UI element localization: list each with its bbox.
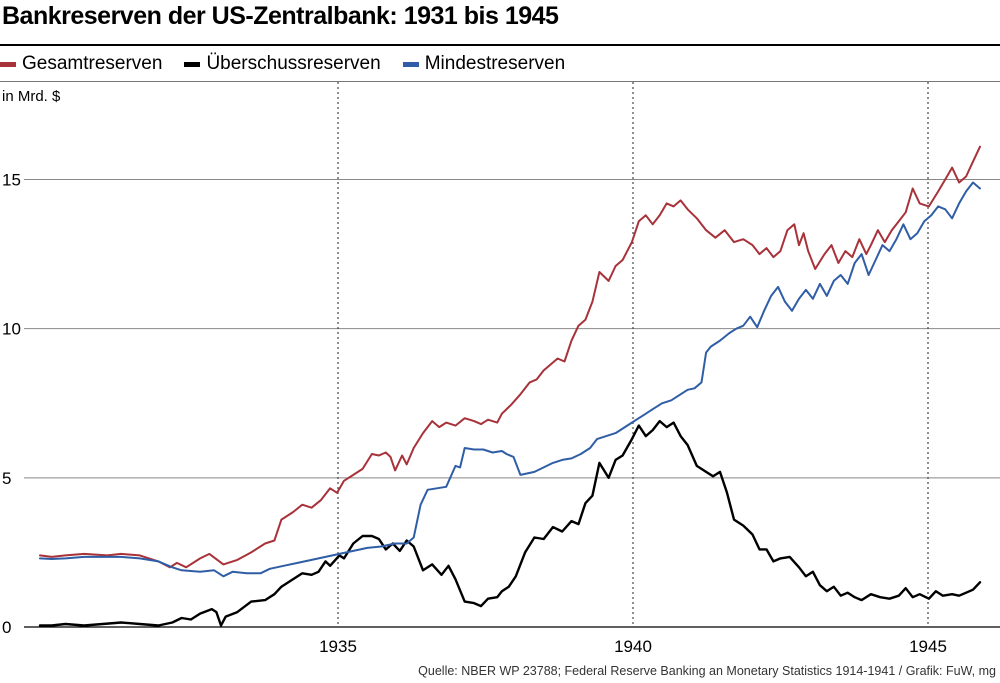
source-note: Quelle: NBER WP 23788; Federal Reserve B… [418, 664, 996, 678]
y-tick-label-0: 0 [2, 618, 11, 637]
y-axis-unit-label: in Mrd. $ [2, 88, 61, 105]
series-line--berschussreserven [38, 419, 982, 627]
legend-swatch-gesamtreserven [0, 61, 16, 67]
legend-label-ueberschussreserven: Überschussreserven [206, 53, 381, 74]
legend-label-gesamtreserven: Gesamtreserven [22, 53, 163, 74]
x-tick-label-1935: 1935 [319, 637, 357, 656]
x-tick-label-1940: 1940 [614, 637, 652, 656]
legend-swatch-mindestreserven [402, 61, 419, 67]
legend-item-gesamtreserven: Gesamtreserven [0, 53, 162, 75]
series-line-gesamtreserven [39, 145, 981, 569]
y-tick-label-10: 10 [2, 320, 21, 339]
legend-item-ueberschussreserven: Überschussreserven [184, 53, 381, 75]
legend-label-mindestreserven: Mindestreserven [424, 53, 566, 74]
series-line-mindestreserven [39, 181, 981, 578]
x-tick-label-1945: 1945 [909, 637, 947, 656]
legend-swatch-ueberschussreserven [184, 61, 201, 67]
y-tick-label-15: 15 [2, 171, 21, 190]
y-tick-label-5: 5 [2, 469, 11, 488]
legend-divider [0, 81, 1000, 82]
legend: Gesamtreserven Überschussreserven Mindes… [0, 52, 587, 76]
chart-title: Bankreserven der US-Zentralbank: 1931 bi… [2, 2, 559, 30]
legend-item-mindestreserven: Mindestreserven [402, 53, 566, 75]
title-divider [0, 44, 1000, 46]
